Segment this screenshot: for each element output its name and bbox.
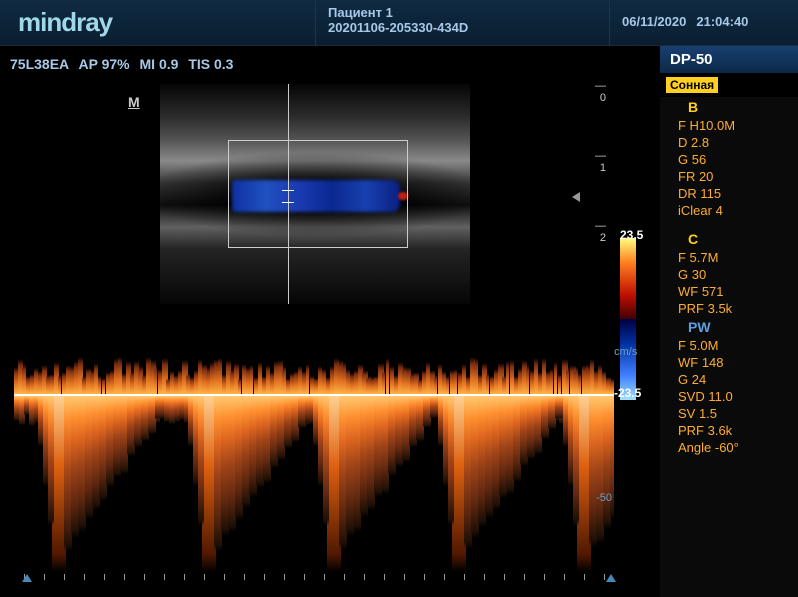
pw-param-row: Angle -60° (660, 439, 798, 456)
patient-info-cell: Пациент 1 20201106-205330-434D (316, 0, 610, 45)
c-param-row: PRF 3.5k (660, 300, 798, 317)
play-end-marker (606, 574, 616, 582)
header-bar: mindray Пациент 1 20201106-205330-434D 0… (0, 0, 798, 46)
b-mode-params: B F H10.0MD 2.8G 56FR 20DR 115iClear 4 (660, 97, 798, 219)
pw-mode-params: PW F 5.0MWF 148G 24SVD 11.0SV 1.5PRF 3.6… (660, 317, 798, 456)
spectral-lower (14, 396, 614, 582)
depth-tick-2: 2 (600, 232, 606, 244)
patient-name: Пациент 1 (328, 5, 597, 20)
pw-param-row: F 5.0M (660, 337, 798, 354)
pw-param-row: PRF 3.6k (660, 422, 798, 439)
ap-label: AP 97% (79, 56, 130, 72)
depth-tick-0: 0 (600, 92, 606, 104)
spectral-upper (14, 324, 614, 394)
spectral-doppler[interactable] (14, 324, 614, 582)
mi-label: MI 0.9 (140, 56, 179, 72)
imaging-area[interactable]: 75L38EA AP 97% MI 0.9 TIS 0.3 M — 0 — 1 … (0, 46, 660, 597)
b-param-row: G 56 (660, 151, 798, 168)
b-param-row: D 2.8 (660, 134, 798, 151)
pw-header: PW (660, 317, 798, 337)
transducer-label: 75L38EA (10, 56, 69, 72)
logo-cell: mindray (0, 0, 316, 45)
vel-neg50: -50 (596, 492, 612, 504)
pw-param-row: SVD 11.0 (660, 388, 798, 405)
time-label: 21:04:40 (696, 14, 748, 29)
c-param-row: F 5.7M (660, 249, 798, 266)
color-velocity-bar (620, 238, 636, 400)
c-param-row: WF 571 (660, 283, 798, 300)
b-param-row: FR 20 (660, 168, 798, 185)
tis-label: TIS 0.3 (188, 56, 233, 72)
right-parameter-panel: DP-50 Сонная B F H10.0MD 2.8G 56FR 20DR … (660, 46, 798, 597)
colorbar-top-label: 23.5 (620, 228, 643, 242)
brand-logo: mindray (18, 7, 112, 38)
b-header: B (660, 97, 798, 117)
device-model: DP-50 (660, 46, 798, 73)
b-param-row: F H10.0M (660, 117, 798, 134)
pw-param-row: SV 1.5 (660, 405, 798, 422)
c-header: C (660, 229, 798, 249)
sample-gate-bottom[interactable] (282, 202, 294, 203)
bmode-image[interactable] (120, 84, 490, 304)
sample-cursor-vertical[interactable] (288, 84, 289, 304)
scan-info-bar: 75L38EA AP 97% MI 0.9 TIS 0.3 (10, 56, 233, 72)
colorbar-bot-label: -23.5 (614, 386, 641, 400)
focus-depth-arrow (572, 192, 580, 202)
c-param-row: G 30 (660, 266, 798, 283)
pw-param-row: WF 148 (660, 354, 798, 371)
sample-gate-top[interactable] (282, 190, 294, 191)
play-start-marker (22, 574, 32, 582)
b-param-row: DR 115 (660, 185, 798, 202)
b-param-row: iClear 4 (660, 202, 798, 219)
datetime-cell: 06/11/2020 21:04:40 (610, 0, 798, 45)
depth-tick-1: 1 (600, 162, 606, 174)
study-id: 20201106-205330-434D (328, 20, 597, 35)
c-mode-params: C F 5.7MG 30WF 571PRF 3.5k (660, 229, 798, 317)
exam-preset-cell: Сонная (660, 73, 798, 97)
date-label: 06/11/2020 (622, 14, 686, 29)
color-roi-box[interactable] (228, 140, 408, 248)
exam-preset-label: Сонная (666, 77, 718, 93)
pw-param-row: G 24 (660, 371, 798, 388)
time-axis-ticks (14, 572, 614, 582)
